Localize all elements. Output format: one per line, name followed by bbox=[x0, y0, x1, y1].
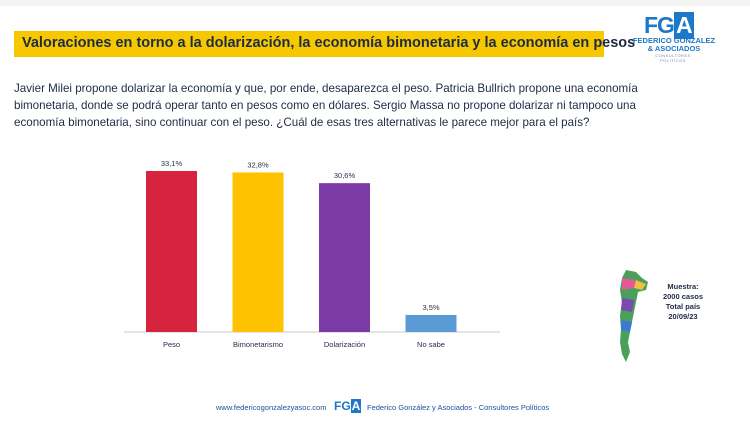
survey-question: Javier Milei propone dolarizar la econom… bbox=[14, 82, 638, 129]
x-tick-label-1: Peso bbox=[163, 340, 180, 349]
logo-tagline: CONSULTORES POLÍTICOS bbox=[655, 53, 691, 63]
logo-mark-a: A bbox=[673, 12, 694, 39]
footer-logo-a: A bbox=[350, 399, 362, 413]
sample-line3: Total país bbox=[665, 302, 701, 311]
fga-logo: FGA FEDERICO GONZALEZ & ASOCIADOS CONSUL… bbox=[632, 12, 715, 63]
map-body bbox=[620, 270, 648, 362]
footer-logo-fg: FG bbox=[334, 399, 351, 413]
bar-1 bbox=[146, 171, 197, 332]
logo-name-line2: & ASOCIADOS bbox=[647, 44, 701, 53]
map-region-north bbox=[622, 278, 636, 290]
logo-name: FEDERICO GONZALEZ & ASOCIADOS bbox=[632, 37, 716, 53]
data-label-2: 32,8% bbox=[247, 160, 269, 169]
logo-name-line1: FEDERICO GONZALEZ bbox=[632, 36, 716, 45]
sample-info: Muestra: 2000 casos Total país 20/09/23 bbox=[648, 282, 718, 322]
logo-mark-fg: FG bbox=[644, 12, 675, 38]
sample-line1: Muestra: bbox=[667, 282, 699, 291]
argentina-map-icon bbox=[620, 270, 648, 362]
bar-4 bbox=[405, 314, 457, 332]
map-region-center bbox=[621, 298, 634, 312]
data-label-1: 33,1% bbox=[161, 159, 183, 168]
logo-mark: FGA bbox=[644, 12, 694, 39]
title-bar: Valoraciones en torno a la dolarización,… bbox=[14, 31, 635, 57]
footer-company-name: Federico González y Asociados - Consulto… bbox=[367, 403, 550, 412]
footer-logo: FGA bbox=[334, 399, 362, 413]
x-tick-label-2: Bimonetarismo bbox=[233, 340, 283, 349]
sample-line4: 20/09/23 bbox=[668, 312, 698, 321]
sample-line2: 2000 casos bbox=[662, 292, 704, 301]
top-frame bbox=[0, 0, 750, 6]
data-label-3: 30,6% bbox=[334, 171, 356, 180]
data-label-4: 3,5% bbox=[422, 303, 439, 312]
bar-2 bbox=[232, 172, 284, 332]
map-region-south bbox=[621, 320, 632, 332]
page-title: Valoraciones en torno a la dolarización,… bbox=[22, 35, 636, 51]
x-tick-label-3: Dolarización bbox=[324, 340, 365, 349]
bar-3 bbox=[319, 183, 370, 332]
x-tick-label-4: No sabe bbox=[417, 340, 445, 349]
map-region-northeast bbox=[634, 280, 646, 290]
footer-website-link[interactable]: www.federicogonzalezyasoc.com bbox=[216, 403, 327, 412]
